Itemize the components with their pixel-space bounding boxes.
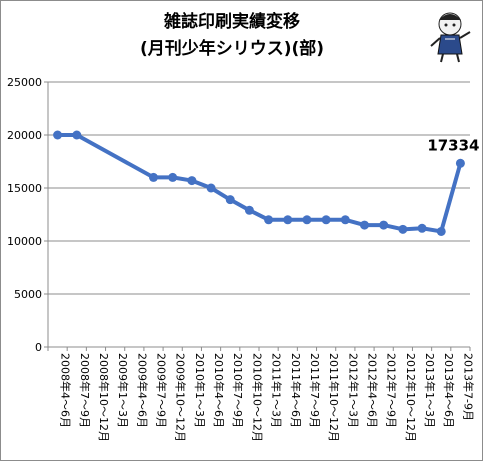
data-point [436,226,446,236]
y-tick-label: 15000 [7,182,42,195]
data-point [72,130,82,140]
data-point [206,183,216,193]
chart-subtitle: (月刊少年シリウス)(部) [140,38,324,59]
y-tick-label: 25000 [7,76,42,89]
data-point [187,176,197,186]
data-point [398,224,408,234]
data-point [379,220,389,230]
series-line [57,133,463,234]
x-tick-label: 2010年4～6月 [212,353,226,428]
series-group [53,130,465,236]
x-tick-label: 2013年7-9月 [461,353,475,421]
gridlines [48,81,470,295]
data-point [225,195,235,205]
data-point [149,172,158,182]
x-tick-label: 2009年4～6月 [135,353,149,428]
data-point [53,130,63,140]
x-tick-label: 2013年4～6月 [442,353,456,428]
x-tick-label: 2009年10～12月 [174,353,188,442]
data-point [302,215,312,225]
data-point [264,215,274,225]
x-tick-label: 2011年1～3月 [270,353,284,428]
x-tick-label: 2008年4～6月 [59,353,73,428]
mascot-icon [430,12,471,63]
x-tick-label: 2010年10～12月 [250,353,264,442]
x-tick-label: 2010年1～3月 [193,353,207,428]
y-tick-label: 10000 [7,235,42,248]
data-point [168,172,178,182]
data-point [340,215,350,225]
x-tick-label: 2008年10～12月 [97,353,111,442]
data-point [455,158,465,168]
data-point [244,205,254,215]
chart-title: 雑誌印刷実績変移 [163,11,300,32]
y-axis-ticks: 0 5000 10000 15000 20000 25000 [7,76,48,354]
x-tick-label: 2011年7～9月 [308,353,322,428]
x-tick-label: 2011年10～12月 [327,353,341,442]
y-tick-label: 0 [35,341,42,354]
x-axis-ticks: 2008年4～6月 2008年7～9月 2008年10～12月 2009年1～3月 20… [47,347,475,442]
data-labels: 17334 [427,136,479,154]
data-point [283,215,293,225]
y-tick-label: 20000 [7,129,42,142]
data-point [417,223,427,233]
y-tick-label: 5000 [14,288,42,301]
x-tick-label: 2013年1～3月 [423,353,437,428]
data-point [360,220,369,230]
x-tick-label: 2009年7～9月 [155,353,169,428]
x-tick-label: 2012年10～12月 [404,353,418,442]
x-tick-label: 2010年7～9月 [231,353,245,428]
data-label: 17334 [427,136,479,154]
x-tick-label: 2011年4～6月 [289,353,303,428]
x-tick-label: 2009年1～3月 [116,353,130,428]
data-point [321,215,331,225]
x-tick-label: 2012年1～3月 [346,353,360,428]
x-tick-label: 2012年7～9月 [385,353,399,428]
x-tick-label: 2008年7～9月 [78,353,92,428]
x-tick-label: 2012年4～6月 [366,353,380,428]
